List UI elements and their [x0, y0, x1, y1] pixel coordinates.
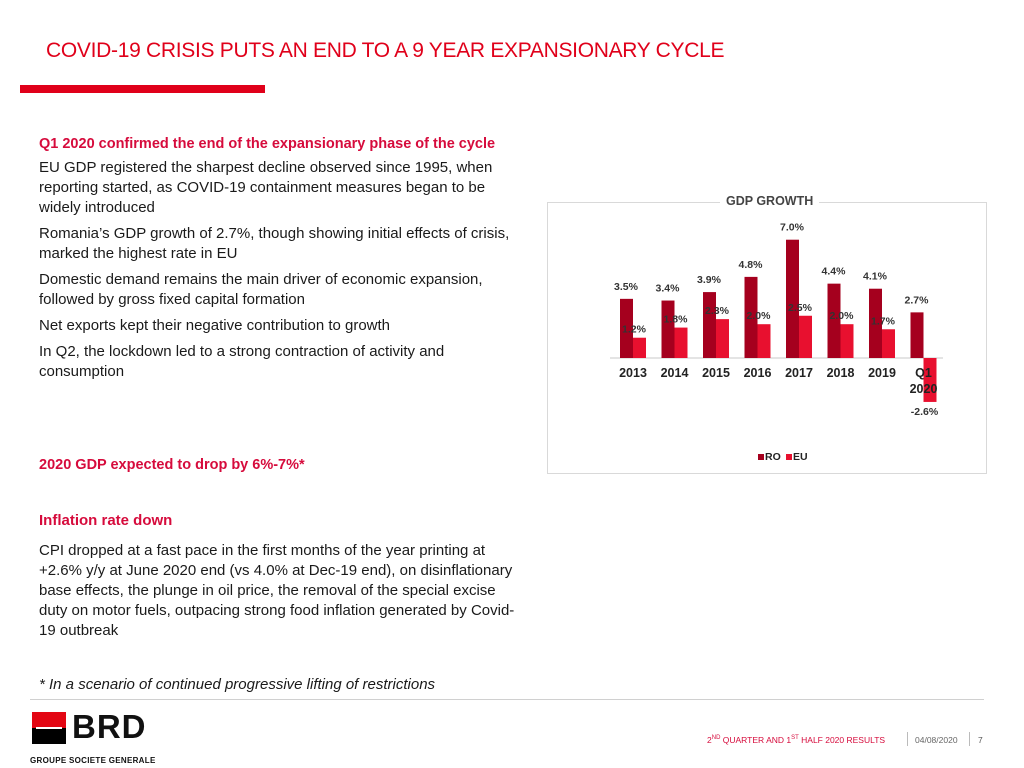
bar-eu: [840, 324, 854, 358]
legend-swatch: [786, 454, 792, 460]
footer-text: HALF 2020 RESULTS: [798, 735, 886, 745]
section-heading: Inflation rate down: [39, 512, 173, 529]
section-heading: Q1 2020 confirmed the end of the expansi…: [39, 136, 496, 152]
data-label-eu: 1.7%: [871, 315, 896, 327]
category-label: 2016: [744, 366, 772, 380]
category-label: 2019: [868, 366, 896, 380]
bar-eu: [799, 315, 812, 358]
data-label-eu: 2.0%: [830, 310, 855, 322]
bar-ro: [661, 300, 675, 358]
footer-text: QUARTER AND 1: [720, 735, 792, 745]
data-label-eu: 1.2%: [622, 324, 647, 336]
data-label-eu: -2.6%: [911, 406, 939, 418]
data-label-ro: 3.4%: [656, 283, 681, 295]
data-label-eu: 2.5%: [788, 302, 813, 314]
logo-red-block: [32, 712, 66, 728]
paragraph: CPI dropped at a fast pace in the first …: [39, 542, 515, 639]
title-accent-bar: [20, 85, 265, 93]
data-label-ro: 3.5%: [614, 281, 639, 293]
category-label: 2014: [661, 366, 689, 380]
bar-ro: [620, 298, 633, 358]
footer-superscript: ND: [711, 735, 721, 742]
data-label-ro: 4.4%: [822, 266, 847, 278]
section-inflation: Inflation rate down CPI dropped at a fas…: [39, 511, 524, 647]
paragraph: In Q2, the lockdown led to a strong cont…: [39, 343, 445, 380]
footer-superscript: ST: [791, 735, 799, 742]
paragraph: EU GDP registered the sharpest decline o…: [39, 159, 493, 216]
bar-eu: [674, 327, 688, 358]
page-number: 7: [978, 735, 983, 745]
footer-separator: [907, 732, 908, 746]
logo-black-block: [32, 728, 66, 744]
gdp-forecast: 2020 GDP expected to drop by 6%-7%*: [39, 457, 305, 473]
data-label-ro: 4.1%: [863, 271, 888, 283]
data-label-eu: 2.0%: [747, 310, 772, 322]
bar-ro: [744, 276, 758, 358]
gdp-growth-chart: 3.5% 1.2% 2013 3.4% 1.8% 2014 3.9% 2.3% 2015 4.8%…: [610, 222, 943, 463]
bar-ro: [827, 283, 841, 358]
section-expansion: Q1 2020 confirmed the end of the expansi…: [39, 134, 524, 388]
category-label: Q1: [915, 366, 932, 380]
footnote: * In a scenario of continued progressive…: [39, 676, 436, 693]
footer-separator: [969, 732, 970, 746]
logo-wordmark: BRD: [72, 708, 147, 745]
bar-eu: [757, 324, 771, 358]
legend-label: RO: [765, 451, 781, 463]
bar-eu: [716, 319, 729, 358]
bar-eu: [882, 329, 895, 358]
logo-subtitle: GROUPE SOCIETE GENERALE: [30, 756, 156, 765]
chart-title: GDP GROWTH: [720, 194, 820, 208]
bar-ro: [869, 288, 882, 358]
paragraph: Domestic demand remains the main driver …: [39, 271, 483, 308]
paragraph: Romania’s GDP growth of 2.7%, though sho…: [39, 225, 510, 262]
category-label: 2018: [827, 366, 855, 380]
data-label-ro: 4.8%: [739, 259, 764, 271]
paragraph: Net exports kept their negative contribu…: [39, 317, 391, 334]
bar-ro: [786, 239, 799, 358]
category-label: 2020: [910, 382, 938, 396]
legend-swatch: [758, 454, 764, 460]
page-title: COVID-19 CRISIS PUTS AN END TO A 9 YEAR …: [46, 39, 725, 62]
bar-eu: [923, 358, 937, 402]
data-label-ro: 2.7%: [905, 294, 930, 306]
category-label: 2017: [785, 366, 813, 380]
footer-date: 04/08/2020: [915, 735, 958, 745]
data-label-ro: 3.9%: [697, 274, 722, 286]
bar-ro: [703, 292, 716, 358]
footer-results-label: 2ND QUARTER AND 1ST HALF 2020 RESULTS: [707, 735, 885, 745]
category-label: 2013: [619, 366, 647, 380]
footer-text: 2: [707, 735, 712, 745]
data-label-ro: 7.0%: [780, 222, 805, 234]
data-label-eu: 2.3%: [705, 305, 730, 317]
legend-label: EU: [793, 451, 808, 463]
bar-eu: [633, 337, 646, 358]
bar-ro: [910, 312, 924, 358]
logo-divider-line: [36, 727, 62, 729]
data-label-eu: 1.8%: [664, 314, 689, 326]
footer-divider: [30, 699, 984, 700]
category-label: 2015: [702, 366, 730, 380]
